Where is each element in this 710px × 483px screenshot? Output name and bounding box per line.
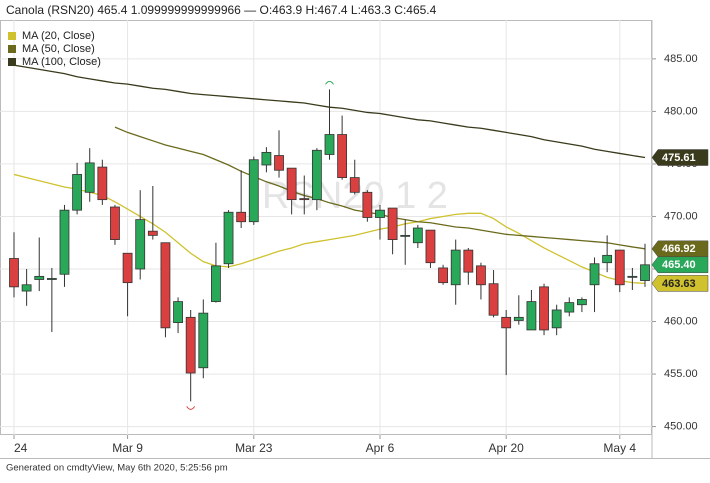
candle-body bbox=[21, 284, 32, 292]
candle-body bbox=[248, 159, 259, 223]
candle-body bbox=[450, 249, 461, 286]
high-marker bbox=[325, 80, 334, 85]
candle-body bbox=[513, 316, 524, 321]
y-tick-label: 470.00 bbox=[664, 210, 698, 222]
y-tick-label: 455.00 bbox=[664, 368, 698, 380]
candle-body bbox=[640, 264, 650, 281]
legend-label: MA (100, Close) bbox=[22, 56, 101, 68]
candle-body bbox=[501, 316, 512, 329]
candle-body bbox=[236, 211, 247, 223]
candle-body bbox=[160, 242, 171, 329]
candle-body bbox=[286, 167, 297, 201]
candle-body bbox=[400, 234, 411, 237]
y-tick-label: 485.00 bbox=[664, 53, 698, 65]
candle-body bbox=[387, 207, 398, 240]
grid bbox=[0, 20, 652, 435]
candle-body bbox=[72, 174, 82, 211]
legend-swatch bbox=[8, 32, 16, 40]
value-tag bbox=[651, 256, 709, 274]
candle-body bbox=[337, 134, 348, 178]
candle-body bbox=[526, 301, 537, 331]
candle-body bbox=[463, 249, 474, 273]
candle-body bbox=[9, 258, 19, 288]
x-tick-label: Apr 20 bbox=[489, 441, 525, 455]
candle-body bbox=[311, 149, 322, 201]
legend-label: MA (50, Close) bbox=[22, 43, 95, 55]
candle-body bbox=[299, 198, 310, 201]
candle-body bbox=[577, 299, 587, 306]
candle-body bbox=[84, 162, 95, 193]
x-tick-label: 24 bbox=[14, 441, 28, 455]
value-tag-label: 475.61 bbox=[662, 152, 696, 164]
candle-body bbox=[614, 249, 625, 286]
candle-body bbox=[412, 227, 423, 244]
x-tick-label: Apr 6 bbox=[366, 441, 395, 455]
candle-body bbox=[135, 219, 146, 270]
candle-body bbox=[349, 177, 360, 193]
chart-title: Canola (RSN20) 465.4 1.099999999999966 —… bbox=[6, 3, 437, 17]
candle-body bbox=[324, 134, 335, 155]
candle-body bbox=[362, 191, 373, 218]
legend-label: MA (20, Close) bbox=[22, 30, 95, 42]
candle-body bbox=[211, 265, 221, 302]
low-marker bbox=[186, 406, 196, 410]
y-tick-label: 460.00 bbox=[664, 315, 698, 327]
candle-body bbox=[476, 265, 486, 286]
candles bbox=[9, 80, 650, 410]
candle-body bbox=[564, 302, 575, 313]
x-tick-label: Mar 9 bbox=[112, 441, 143, 455]
value-tag-label: 466.92 bbox=[662, 243, 696, 255]
candle-body bbox=[59, 209, 70, 275]
legend: MA (20, Close)MA (50, Close)MA (100, Clo… bbox=[8, 30, 101, 68]
candle-body bbox=[261, 151, 272, 166]
candle-body bbox=[602, 254, 613, 264]
candle-body bbox=[46, 278, 57, 280]
candle-body bbox=[589, 263, 600, 286]
value-tag bbox=[651, 275, 709, 292]
candle-body bbox=[198, 312, 209, 369]
candle-body bbox=[438, 267, 448, 284]
candle-body bbox=[425, 229, 436, 264]
value-tag bbox=[651, 240, 709, 258]
candle-body bbox=[627, 275, 638, 278]
legend-swatch bbox=[8, 45, 16, 53]
axes: 450.00455.00460.00465.00470.00475.00480.… bbox=[13, 53, 709, 455]
candle-body bbox=[551, 309, 562, 329]
candle-body bbox=[147, 230, 158, 236]
candle-body bbox=[173, 301, 183, 323]
candle-body bbox=[375, 209, 385, 218]
footer: Generated on cmdtyView, May 6th 2020, 5:… bbox=[6, 463, 228, 474]
y-tick-label: 480.00 bbox=[664, 105, 698, 117]
candle-body bbox=[110, 206, 120, 240]
x-tick-label: Mar 23 bbox=[235, 441, 273, 455]
candle-body bbox=[97, 166, 108, 201]
ma-line bbox=[13, 173, 646, 285]
candle-body bbox=[223, 211, 234, 265]
candle-body bbox=[488, 283, 499, 316]
value-tag-label: 465.40 bbox=[662, 259, 696, 271]
candle-body bbox=[185, 316, 196, 374]
x-tick-label: May 4 bbox=[603, 441, 636, 455]
candle-body bbox=[34, 275, 45, 280]
candle-body bbox=[539, 286, 549, 331]
value-tag bbox=[651, 149, 709, 166]
candle-body bbox=[274, 155, 284, 171]
legend-swatch bbox=[8, 58, 16, 66]
y-tick-label: 450.00 bbox=[664, 421, 698, 433]
value-tag-label: 463.63 bbox=[662, 278, 696, 290]
candle-body bbox=[122, 252, 133, 284]
